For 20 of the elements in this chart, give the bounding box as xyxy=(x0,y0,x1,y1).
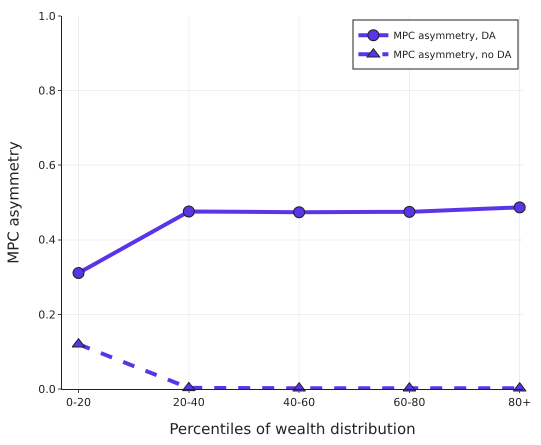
point xyxy=(182,205,195,218)
point xyxy=(293,206,306,218)
y-tick-label: 1.0 xyxy=(38,10,56,23)
point xyxy=(514,201,526,214)
y-tick-label: 0.8 xyxy=(38,84,56,98)
x-tick-label: 80+ xyxy=(508,396,532,410)
y-tick-label: 0.2 xyxy=(38,308,56,322)
y-tick-label: 0.0 xyxy=(38,382,56,396)
point xyxy=(72,267,85,279)
point xyxy=(403,206,416,218)
y-axis-title: MPC asymmetry xyxy=(4,141,23,264)
legend-label: MPC asymmetry, no DA xyxy=(393,50,512,62)
y-tick-label: 0.4 xyxy=(38,234,56,247)
x-tick-label: 20-40 xyxy=(172,396,205,410)
x-tick-label: 0-20 xyxy=(66,396,92,410)
x-tick-label: 40-60 xyxy=(283,396,316,410)
legend-label: MPC asymmetry, DA xyxy=(393,31,496,42)
x-axis-title: Percentiles of wealth distribution xyxy=(169,420,416,438)
y-tick-label: 0.6 xyxy=(38,159,56,172)
x-tick-label: 60-80 xyxy=(393,396,426,410)
